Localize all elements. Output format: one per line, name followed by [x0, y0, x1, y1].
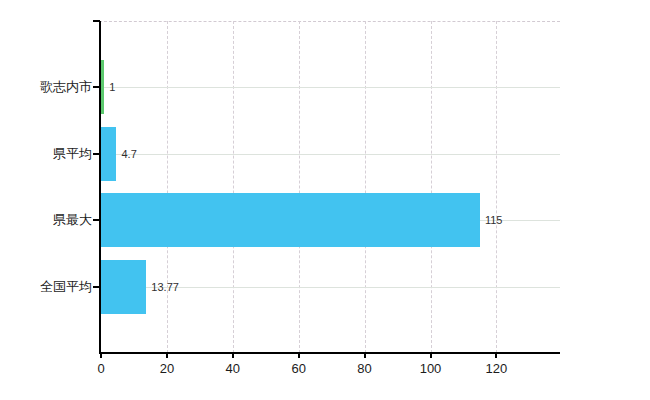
x-axis-label: 120: [486, 361, 508, 376]
bar: [101, 127, 116, 181]
bar-value-label: 115: [485, 214, 503, 226]
gridline-v: [299, 21, 300, 353]
x-axis-line: [99, 352, 560, 354]
x-axis-label: 80: [357, 361, 371, 376]
y-axis-line: [99, 21, 101, 353]
x-axis-label: 0: [97, 361, 104, 376]
x-axis-tick: [430, 354, 432, 358]
bar-value-label: 1: [109, 81, 115, 93]
bar: [101, 260, 146, 314]
bar-value-label: 13.77: [151, 281, 179, 293]
gridline-v: [496, 21, 497, 353]
x-axis-tick: [100, 354, 102, 358]
gridline-top: [99, 21, 560, 22]
x-axis-tick: [298, 354, 300, 358]
gridline-v: [365, 21, 366, 353]
y-axis-label: 全国平均: [40, 278, 92, 296]
bar: [101, 60, 104, 114]
x-axis-label: 60: [291, 361, 305, 376]
gridline-h: [101, 87, 560, 88]
x-axis-tick: [232, 354, 234, 358]
gridline-v: [233, 21, 234, 353]
y-axis-label: 県最大: [53, 211, 92, 229]
gridline-h: [101, 154, 560, 155]
y-axis-label: 県平均: [53, 145, 92, 163]
y-axis-tick: [93, 219, 100, 221]
x-axis-label: 40: [226, 361, 240, 376]
plot-area: 1 4.7 115 13.77: [101, 21, 560, 353]
bar: [101, 193, 480, 247]
bar-value-label: 4.7: [121, 148, 136, 160]
y-axis-label: 歌志内市: [40, 78, 92, 96]
y-axis-tick: [93, 86, 100, 88]
y-axis-tick: [93, 153, 100, 155]
gridline-v: [431, 21, 432, 353]
x-axis-tick: [495, 354, 497, 358]
y-axis-tick: [93, 286, 100, 288]
x-axis-label: 20: [160, 361, 174, 376]
gridline-v: [167, 21, 168, 353]
x-axis-tick: [166, 354, 168, 358]
x-axis-label: 100: [420, 361, 442, 376]
bar-chart: 1 4.7 115 13.77 歌志内市県平均県最大全国平均 0 20 40 60 80 100 1…: [0, 0, 650, 400]
x-axis-tick: [364, 354, 366, 358]
y-axis-tick: [93, 20, 100, 22]
